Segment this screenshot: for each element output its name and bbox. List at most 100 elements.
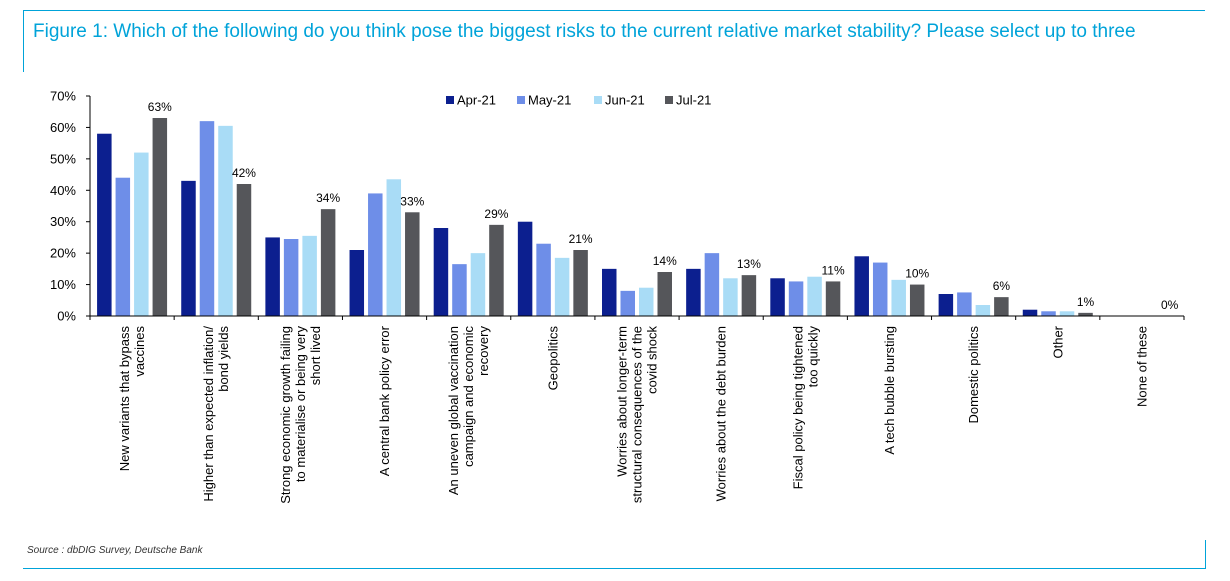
bar-may-21 (368, 193, 383, 316)
frame-right-border (1205, 540, 1206, 568)
data-label: 6% (993, 279, 1011, 293)
bar-jun-21 (723, 278, 738, 316)
category-label-line: A central bank policy error (377, 325, 392, 476)
category-label-line: Domestic politics (966, 326, 981, 424)
bar-apr-21 (686, 268, 701, 316)
bar-apr-21 (349, 250, 365, 316)
data-label: 11% (821, 263, 844, 277)
data-label: 42% (232, 166, 256, 180)
bar-may-21 (199, 121, 215, 317)
category-label: Fiscal policy being tightenedtoo quickly (790, 326, 820, 490)
category-label-line: Strong economic growth failing (278, 326, 293, 504)
bar-apr-21 (181, 180, 196, 316)
category-label-line: vaccines (132, 326, 147, 377)
data-label: 14% (653, 254, 677, 268)
category-label-line: Worries about longer-term (615, 326, 630, 477)
y-tick-label: 50% (50, 151, 76, 166)
bar-chart: 0% 10% 20% 30% 40% 50% 60% 70% 63% 42% 34% 33% 29% 21… (50, 89, 1185, 504)
bar-may-21 (452, 264, 467, 316)
bar-jul-21 (825, 281, 841, 316)
source-note: Source : dbDIG Survey, Deutsche Bank (27, 545, 203, 556)
bar-jun-21 (1059, 311, 1075, 316)
bar-jun-21 (807, 276, 822, 316)
category-label-line: Geopolitics (545, 326, 560, 391)
category-label-line: to materialise or being very (293, 326, 308, 483)
data-label: 63% (148, 100, 172, 114)
bar-jul-21 (1078, 312, 1093, 316)
bar-may-21 (957, 292, 972, 316)
category-label: A tech bubble bursting (882, 326, 897, 455)
category-label-line: recovery (476, 326, 491, 376)
category-label-line: A tech bubble bursting (882, 326, 897, 455)
bar-jun-21 (218, 125, 233, 316)
bar-may-21 (536, 243, 551, 316)
bar-apr-21 (433, 228, 449, 316)
bar-jun-21 (891, 279, 906, 316)
category-label-line: covid shock (645, 326, 660, 394)
data-label: 34% (316, 191, 340, 205)
category-label: An uneven global vaccinationcampaign and… (446, 326, 491, 496)
bar-may-21 (115, 177, 131, 316)
bar-jul-21 (909, 284, 925, 316)
data-label: 0% (1161, 298, 1179, 312)
bar-jun-21 (302, 235, 317, 316)
category-label-line: An uneven global vaccination (446, 326, 461, 495)
bar-apr-21 (770, 278, 785, 316)
frame-bottom-border (23, 568, 1206, 569)
category-label-line: bond yields (216, 326, 231, 392)
bar-apr-21 (602, 268, 617, 316)
category-label-line: campaign and economic (461, 326, 476, 467)
bar-jul-21 (405, 212, 420, 316)
category-label: Other (1050, 325, 1065, 358)
legend-label: Jun-21 (605, 93, 645, 108)
data-label: 29% (484, 207, 508, 221)
y-tick-label: 70% (50, 89, 76, 104)
data-label: 33% (400, 194, 424, 208)
bar-jul-21 (320, 209, 336, 316)
bar-may-21 (872, 262, 888, 316)
bar-jul-21 (573, 250, 588, 316)
bar-jul-21 (489, 224, 504, 316)
data-label: 10% (905, 267, 929, 281)
category-label: Strong economic growth failingto materia… (278, 326, 323, 504)
category-label: New variants that bypassvaccines (117, 326, 147, 472)
legend-swatch (594, 96, 602, 104)
bar-jun-21 (386, 179, 402, 316)
y-tick-label: 10% (50, 277, 76, 292)
category-label: A central bank policy error (377, 325, 392, 476)
y-tick-label: 0% (57, 309, 76, 324)
bar-jul-21 (994, 297, 1009, 316)
data-label: 1% (1077, 295, 1095, 309)
bar-apr-21 (517, 221, 533, 316)
category-label: Domestic politics (966, 326, 981, 424)
legend-label: Jul-21 (676, 93, 711, 108)
bar-jun-21 (975, 305, 991, 316)
y-tick-label: 40% (50, 183, 76, 198)
legend-label: Apr-21 (457, 93, 496, 108)
category-label: Higher than expected inflation/bond yiel… (201, 326, 231, 502)
legend-swatch (517, 96, 525, 104)
bar-apr-21 (1022, 309, 1038, 316)
category-label: Worries about longer-termstructural cons… (615, 326, 660, 504)
data-label: 21% (569, 232, 593, 246)
bar-jul-21 (741, 275, 757, 316)
category-label-line: New variants that bypass (117, 326, 132, 472)
category-label-line: Other (1050, 325, 1065, 358)
bar-jun-21 (554, 257, 570, 316)
bar-jun-21 (470, 253, 486, 316)
y-tick-label: 20% (50, 246, 76, 261)
bar-may-21 (704, 253, 720, 316)
y-tick-label: 30% (50, 214, 76, 229)
bar-may-21 (620, 290, 635, 316)
category-label-line: short lived (308, 326, 323, 385)
bar-jun-21 (134, 152, 149, 316)
category-label: Worries about the debt burden (714, 326, 729, 501)
bar-may-21 (788, 281, 804, 316)
category-label-line: structural consequences of the (630, 326, 645, 503)
category-label: None of these (1134, 326, 1149, 407)
bar-jul-21 (657, 272, 672, 316)
bar-apr-21 (265, 237, 280, 316)
category-label-line: None of these (1134, 326, 1149, 407)
category-label: Geopolitics (545, 326, 560, 391)
bar-jul-21 (152, 118, 168, 316)
